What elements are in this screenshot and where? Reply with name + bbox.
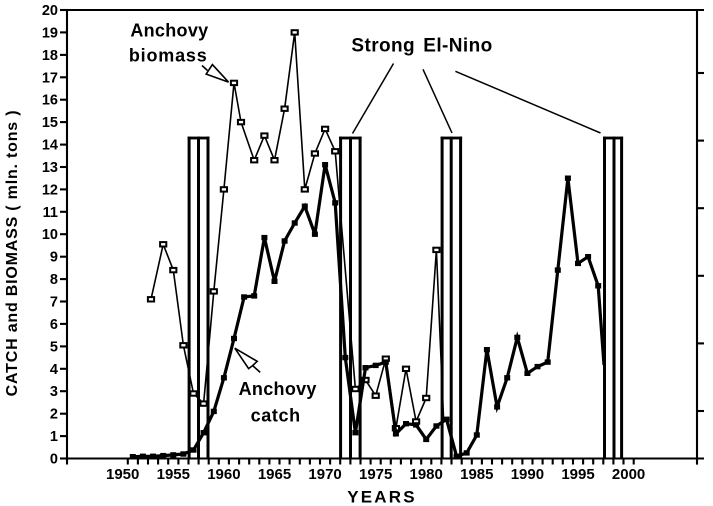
svg-text:8: 8: [50, 272, 58, 288]
svg-text:1975: 1975: [359, 466, 392, 483]
svg-text:biomass: biomass: [129, 46, 208, 66]
svg-text:2: 2: [50, 407, 58, 423]
svg-text:16: 16: [42, 93, 58, 109]
svg-text:El-Nino: El-Nino: [423, 36, 492, 57]
svg-text:0: 0: [50, 452, 58, 468]
svg-text:1960: 1960: [207, 466, 240, 483]
svg-text:6: 6: [50, 317, 58, 333]
svg-text:CATCH and BIOMASS ( mln. ton: CATCH and BIOMASS ( mln. tons ): [4, 110, 21, 397]
svg-text:YEARS: YEARS: [347, 488, 417, 506]
svg-text:12: 12: [42, 182, 58, 198]
svg-text:1985: 1985: [460, 466, 493, 483]
svg-text:5: 5: [50, 339, 58, 355]
svg-text:2000: 2000: [612, 466, 645, 483]
svg-text:10: 10: [42, 227, 58, 243]
svg-text:4: 4: [50, 362, 58, 378]
svg-text:1980: 1980: [410, 466, 443, 483]
svg-text:1970: 1970: [308, 466, 341, 483]
svg-text:1990: 1990: [511, 466, 544, 483]
svg-text:18: 18: [42, 48, 58, 64]
svg-text:Anchovy: Anchovy: [130, 21, 208, 41]
svg-text:14: 14: [42, 138, 58, 154]
svg-text:7: 7: [50, 295, 58, 311]
svg-text:13: 13: [42, 160, 58, 176]
svg-text:1950: 1950: [106, 466, 139, 483]
svg-text:Strong: Strong: [351, 36, 415, 57]
svg-text:17: 17: [42, 70, 58, 86]
svg-text:3: 3: [50, 384, 58, 400]
svg-text:19: 19: [42, 25, 58, 41]
svg-text:1965: 1965: [258, 466, 291, 483]
svg-text:20: 20: [42, 3, 58, 19]
svg-text:1: 1: [50, 429, 58, 445]
svg-text:1955: 1955: [157, 466, 190, 483]
svg-text:catch: catch: [251, 406, 301, 426]
svg-text:15: 15: [42, 115, 58, 131]
svg-text:1995: 1995: [561, 466, 594, 483]
svg-text:9: 9: [50, 250, 58, 266]
svg-text:11: 11: [43, 205, 58, 221]
svg-text:Anchovy: Anchovy: [239, 379, 317, 399]
